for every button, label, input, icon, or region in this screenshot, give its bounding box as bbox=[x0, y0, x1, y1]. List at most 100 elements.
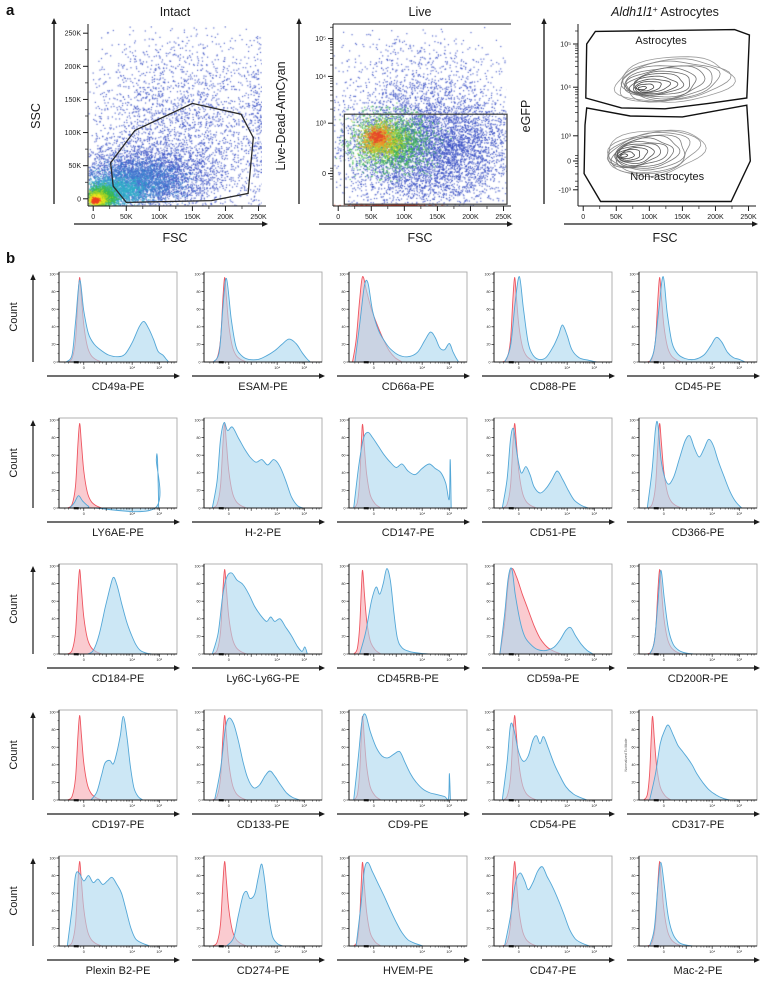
hist-y-tick-label: 100 bbox=[50, 564, 56, 568]
zero-region-marker bbox=[218, 507, 224, 510]
hist-x-tick-label: 10⁵ bbox=[156, 366, 162, 370]
y-tick-label: 50K bbox=[69, 163, 82, 170]
hist-y-tick-label: 20 bbox=[52, 489, 56, 493]
x-tick-label: 150K bbox=[674, 214, 691, 221]
hist-x-tick-label: 10⁵ bbox=[156, 658, 162, 662]
plot-svg-intact: Intact 250K 200K 150K 100K 50K 0 0 50K 100K 150K 20… bbox=[29, 5, 268, 245]
hist-y-tick-label: 60 bbox=[197, 454, 201, 458]
hist-y-tick-label: 0 bbox=[344, 798, 346, 802]
histogram-row-4: Count 100 80 60 40 20 0 0 10⁴ 10⁵ CD197-PE 100 80 60 4… bbox=[4, 700, 764, 846]
hist-y-tick-label: 40 bbox=[632, 617, 636, 621]
zero-region-marker bbox=[508, 361, 514, 364]
hist-y-tick-label: 0 bbox=[634, 506, 636, 510]
hist-y-tick-label: 40 bbox=[52, 763, 56, 767]
zero-region-marker bbox=[508, 653, 514, 656]
hist-y-tick-label: 20 bbox=[632, 489, 636, 493]
histogram-row-3: Count 100 80 60 40 20 0 0 10⁴ 10⁵ CD184-PE 100 80 60 4… bbox=[4, 554, 764, 700]
hist-y-tick-label: 40 bbox=[487, 325, 491, 329]
hist-x-tick-label: 10⁴ bbox=[129, 658, 135, 662]
hist-y-tick-label: 60 bbox=[342, 600, 346, 604]
hist-x-tick-label: 0 bbox=[663, 804, 665, 808]
scatter-density-intact bbox=[88, 26, 262, 206]
histogram-Mac-2-PE: 100 80 60 40 20 0 0 10⁴ 10⁵ Mac-2-PE bbox=[627, 855, 760, 977]
hist-y-tick-label: 20 bbox=[52, 343, 56, 347]
x-tick-label: 250K bbox=[250, 214, 267, 221]
zero-region-marker bbox=[73, 945, 79, 948]
y-axis-label: eGFP bbox=[519, 100, 533, 133]
x-axis-label: FSC bbox=[163, 231, 188, 245]
zero-region-marker bbox=[363, 507, 369, 510]
hist-x-tick-label: 10⁴ bbox=[274, 804, 280, 808]
hist-x-tick-label: 0 bbox=[228, 658, 230, 662]
hist-x-tick-label: 0 bbox=[83, 366, 85, 370]
hist-y-tick-label: 0 bbox=[199, 360, 201, 364]
hist-y-tick-label: 0 bbox=[54, 360, 56, 364]
hist-x-tick-label: 10⁴ bbox=[129, 950, 135, 954]
panel-a-label: a bbox=[6, 2, 15, 19]
hist-x-tick-label: 0 bbox=[373, 512, 375, 516]
hist-x-tick-label: 10⁵ bbox=[301, 366, 307, 370]
hist-y-tick-label: 0 bbox=[199, 506, 201, 510]
hist-y-tick-label: 80 bbox=[52, 728, 56, 732]
histogram-CD9-PE: 100 80 60 40 20 0 0 10⁴ 10⁵ CD9-PE bbox=[337, 709, 470, 831]
y-tick-label: 200K bbox=[65, 64, 82, 71]
zero-region-marker bbox=[653, 653, 659, 656]
hist-y-tick-label: 0 bbox=[54, 798, 56, 802]
hist-x-tick-label: 10⁴ bbox=[419, 804, 425, 808]
hist-y-tick-label: 80 bbox=[342, 728, 346, 732]
histogram-row-5: Count 100 80 60 40 20 0 0 10⁴ 10⁵ Plexin B2-PE 100 8… bbox=[4, 846, 764, 992]
marker-axis-label: CD59a-PE bbox=[527, 673, 580, 685]
hist-y-tick-label: 80 bbox=[197, 728, 201, 732]
hist-y-tick-label: 60 bbox=[52, 454, 56, 458]
marker-axis-label: LY6AE-PE bbox=[92, 527, 144, 539]
hist-y-tick-label: 60 bbox=[487, 454, 491, 458]
hist-y-tick-label: 60 bbox=[342, 454, 346, 458]
contour-group bbox=[606, 56, 736, 177]
y-tick-label: 150K bbox=[65, 97, 82, 104]
scatter-density-live bbox=[333, 26, 507, 206]
marker-axis-label: CD200R-PE bbox=[668, 673, 729, 685]
y-tick-label: -10³ bbox=[559, 187, 572, 194]
hist-y-tick-label: 0 bbox=[54, 506, 56, 510]
histogram-CD66a-PE: 100 80 60 40 20 0 0 10⁴ 10⁵ CD66a-PE bbox=[337, 271, 470, 393]
histogram-CD49a-PE: 100 80 60 40 20 0 0 10⁴ 10⁵ CD49a-PE bbox=[47, 271, 180, 393]
histogram-LY6AE-PE: 100 80 60 40 20 0 0 10⁴ 10⁵ LY6AE-PE bbox=[47, 417, 180, 539]
hist-x-tick-label: 10⁵ bbox=[591, 804, 597, 808]
histogram-CD197-PE: 100 80 60 40 20 0 0 10⁴ 10⁵ CD197-PE bbox=[47, 709, 180, 831]
plot-svg-aldh1l1-astrocytes: Aldh1l1+ Astrocytes Astrocytes Non-astrocy… bbox=[519, 4, 758, 245]
row-ylabel-gutter: Count bbox=[8, 858, 36, 946]
hist-y-tick-label: 40 bbox=[197, 763, 201, 767]
hist-x-tick-label: 10⁵ bbox=[301, 512, 307, 516]
hist-y-tick-label: 40 bbox=[342, 909, 346, 913]
histogram-H-2-PE: 100 80 60 40 20 0 0 10⁴ 10⁵ H-2-PE bbox=[192, 417, 325, 539]
hist-x-tick-label: 10⁵ bbox=[736, 804, 742, 808]
hist-y-tick-label: 20 bbox=[52, 635, 56, 639]
marker-axis-label: CD9-PE bbox=[388, 819, 428, 831]
y-tick-label: 10⁵ bbox=[560, 42, 571, 49]
plot-title: Intact bbox=[160, 5, 191, 19]
hist-x-tick-label: 0 bbox=[663, 658, 665, 662]
hist-y-tick-label: 20 bbox=[52, 781, 56, 785]
hist-y-tick-label: 0 bbox=[54, 944, 56, 948]
hist-x-tick-label: 10⁴ bbox=[709, 950, 715, 954]
hist-x-tick-label: 10⁴ bbox=[419, 658, 425, 662]
hist-y-tick-label: 100 bbox=[340, 710, 346, 714]
hist-x-tick-label: 10⁴ bbox=[564, 658, 570, 662]
histogram-CD45RB-PE: 100 80 60 40 20 0 0 10⁴ 10⁵ CD45RB-PE bbox=[337, 563, 470, 685]
x-tick-label: 100K bbox=[641, 214, 658, 221]
hist-y-tick-label: 20 bbox=[197, 489, 201, 493]
hist-y-tick-label: 0 bbox=[634, 944, 636, 948]
hist-y-tick-label: 60 bbox=[197, 600, 201, 604]
hist-y-tick-label: 20 bbox=[487, 781, 491, 785]
x-tick-label: 200K bbox=[707, 214, 724, 221]
x-tick-label: 150K bbox=[429, 214, 446, 221]
hist-y-tick-label: 100 bbox=[485, 564, 491, 568]
panel-b-label: b bbox=[6, 250, 16, 267]
x-axis-label: FSC bbox=[408, 231, 433, 245]
panel-a-gating-plots: Intact 250K 200K 150K 100K 50K 0 0 50K 100K 150K 20… bbox=[28, 2, 758, 252]
zero-region-marker bbox=[73, 653, 79, 656]
marker-axis-label: Plexin B2-PE bbox=[86, 965, 151, 977]
zero-region-marker bbox=[508, 507, 514, 510]
marker-axis-label: ESAM-PE bbox=[238, 381, 288, 393]
hist-y-tick-label: 100 bbox=[195, 856, 201, 860]
